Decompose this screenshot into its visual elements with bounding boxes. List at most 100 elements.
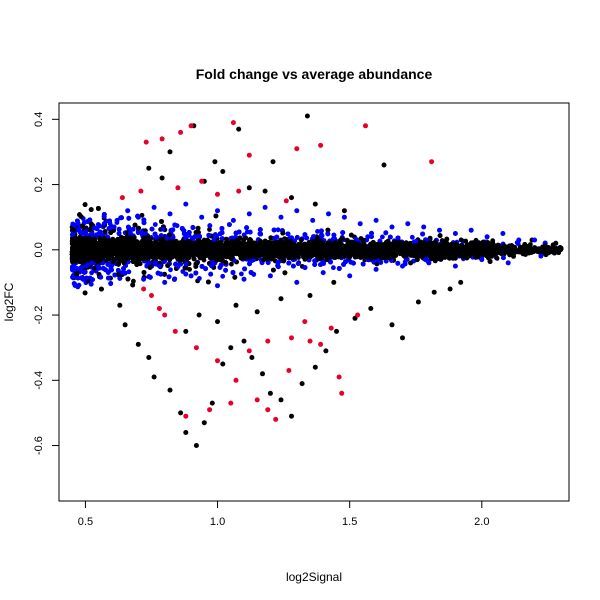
data-point-red: [236, 188, 242, 194]
x-tick-label: 0.5: [78, 516, 93, 528]
data-point-black: [312, 201, 318, 207]
y-tick-label: -0.4: [33, 371, 45, 390]
data-point-red: [265, 407, 271, 413]
data-point-black: [415, 299, 421, 305]
x-axis: 0.5 1.0 1.5 2.0: [78, 500, 489, 528]
data-point-red: [429, 159, 435, 165]
data-point-red: [318, 142, 324, 148]
data-point-red: [294, 146, 300, 152]
data-point-black: [458, 279, 464, 285]
y-tick-label: 0.0: [33, 242, 45, 257]
data-point-black: [146, 165, 152, 171]
data-point-blue: [310, 217, 316, 223]
data-point-black: [254, 309, 260, 315]
data-point-black: [122, 322, 128, 328]
data-point-blue: [199, 214, 205, 220]
data-point-red: [230, 120, 236, 126]
data-point-black: [511, 253, 516, 259]
y-axis: 0.4 0.2 0.0 -0.2 -0.4 -0.6: [33, 112, 60, 455]
data-point-red: [286, 368, 292, 373]
point-cloud: [69, 202, 564, 296]
data-point-black: [249, 355, 255, 360]
data-point-black: [289, 413, 294, 419]
data-point-black: [178, 410, 184, 416]
data-point-black: [400, 335, 405, 341]
data-point-blue: [532, 237, 538, 243]
data-point-black: [167, 387, 173, 393]
data-point-red: [355, 312, 361, 318]
data-point-red: [138, 188, 144, 194]
data-points: [114, 113, 559, 448]
data-point-blue: [357, 221, 363, 227]
data-point-black: [260, 371, 265, 377]
data-point-blue: [500, 231, 506, 236]
data-point-black: [331, 279, 337, 285]
data-point-blue: [241, 276, 247, 282]
data-point-black: [267, 390, 273, 396]
data-point-black: [209, 400, 215, 406]
data-point-blue: [215, 283, 220, 289]
data-point-blue: [452, 263, 458, 269]
data-point-blue: [373, 266, 379, 272]
data-point-blue: [278, 214, 284, 220]
data-point-black: [228, 345, 234, 351]
data-point-black: [159, 175, 165, 181]
data-point-black: [381, 162, 387, 168]
data-point-blue: [262, 204, 268, 210]
data-point-black: [368, 306, 374, 311]
data-point-red: [307, 338, 313, 344]
data-point-black: [389, 322, 395, 328]
data-point-blue: [167, 211, 173, 217]
data-point-black: [146, 355, 152, 360]
data-point-red: [156, 306, 162, 311]
data-point-blue: [188, 273, 194, 279]
data-point-blue: [135, 214, 141, 220]
data-point-blue: [468, 227, 474, 233]
data-point-blue: [119, 270, 125, 276]
data-point-blue: [151, 204, 157, 210]
data-point-blue: [484, 234, 490, 240]
data-point-red: [141, 286, 147, 292]
data-point-black: [278, 296, 284, 302]
data-point-blue: [215, 208, 220, 214]
data-point-blue: [267, 273, 273, 279]
data-point-red: [193, 345, 199, 351]
data-point-black: [196, 312, 202, 318]
data-point-red: [273, 416, 279, 422]
data-point-red: [233, 377, 239, 383]
data-point-blue: [347, 273, 353, 279]
data-point-red: [215, 358, 220, 364]
data-point-blue: [320, 270, 326, 276]
data-point-black: [167, 149, 173, 155]
data-point-black: [220, 361, 226, 367]
data-point-red: [339, 390, 345, 396]
data-point-blue: [230, 217, 236, 223]
data-point-black: [542, 244, 548, 249]
data-point-blue: [141, 276, 147, 282]
y-tick-label: 0.4: [33, 112, 45, 127]
data-point-red: [149, 293, 154, 298]
data-point-black: [212, 159, 218, 165]
data-point-red: [302, 319, 308, 325]
data-point-red: [207, 407, 213, 413]
data-point-red: [199, 178, 205, 184]
data-point-red: [265, 338, 271, 344]
data-point-red: [289, 335, 294, 341]
data-point-black: [183, 430, 189, 435]
data-point-red: [159, 136, 165, 142]
data-point-black: [215, 319, 220, 325]
chart-title: Fold change vs average abundance: [196, 66, 433, 82]
data-point-blue: [326, 211, 331, 217]
data-point-black: [341, 208, 347, 214]
data-point-red: [283, 198, 289, 204]
data-point-blue: [294, 279, 300, 285]
data-point-black: [241, 338, 247, 344]
data-point-blue: [479, 257, 485, 263]
plot-frame: [58, 102, 570, 502]
data-point-red: [188, 123, 194, 129]
data-point-blue: [400, 263, 405, 269]
data-point-blue: [421, 224, 427, 230]
data-point-black: [233, 302, 239, 308]
x-axis-label: log2Signal: [286, 570, 342, 584]
data-point-blue: [162, 279, 168, 285]
